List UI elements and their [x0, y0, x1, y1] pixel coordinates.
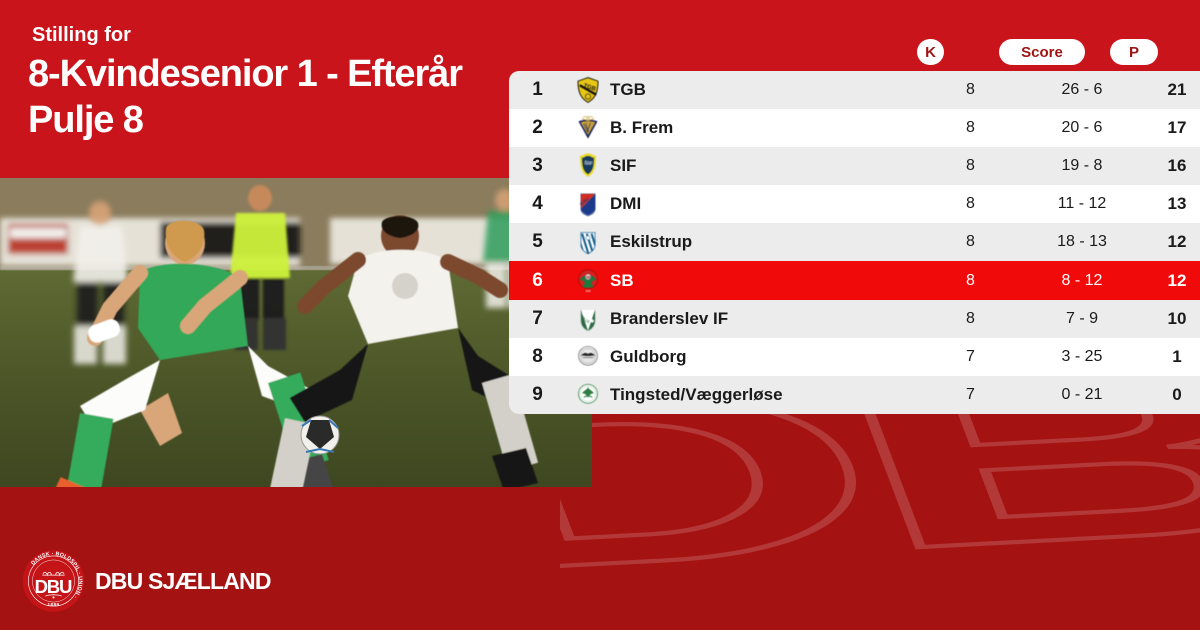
svg-text:DBU: DBU: [35, 576, 72, 597]
svg-text:SB: SB: [586, 275, 591, 279]
svg-text:1889: 1889: [585, 290, 591, 293]
svg-text:1889: 1889: [47, 602, 59, 607]
svg-text:SIF: SIF: [584, 161, 594, 168]
